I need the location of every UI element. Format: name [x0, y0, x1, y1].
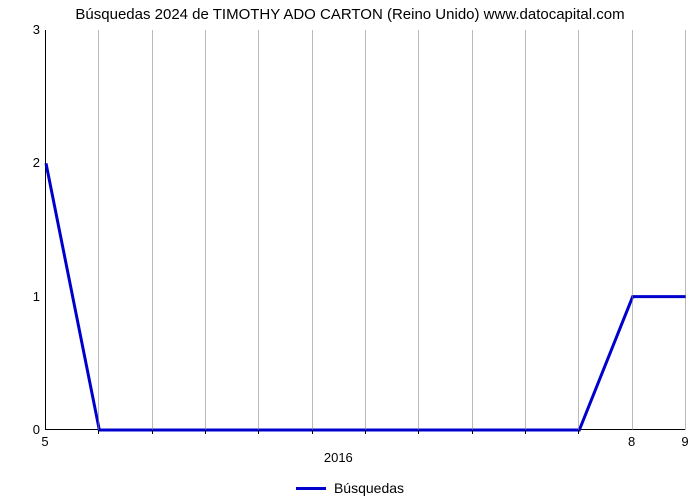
x-minor-tick	[98, 430, 99, 434]
gridline	[525, 30, 526, 430]
gridline	[418, 30, 419, 430]
y-tick-label: 1	[10, 289, 40, 304]
gridline	[365, 30, 366, 430]
gridline	[205, 30, 206, 430]
y-tick-label: 0	[10, 422, 40, 437]
gridline	[98, 30, 99, 430]
legend: Búsquedas	[0, 480, 700, 496]
x-minor-tick	[152, 430, 153, 434]
chart-title: Búsquedas 2024 de TIMOTHY ADO CARTON (Re…	[0, 6, 700, 23]
gridline	[472, 30, 473, 430]
x-minor-tick	[312, 430, 313, 434]
gridline	[632, 30, 633, 430]
x-tick-label: 5	[41, 434, 48, 449]
x-tick-label: 9	[681, 434, 688, 449]
y-tick-label: 3	[10, 22, 40, 37]
gridline	[578, 30, 579, 430]
x-minor-tick	[205, 430, 206, 434]
legend-line	[296, 487, 326, 490]
gridline	[685, 30, 686, 430]
legend-label: Búsquedas	[334, 480, 404, 496]
x-minor-tick	[525, 430, 526, 434]
x-group-label: 2016	[324, 450, 353, 465]
gridline	[152, 30, 153, 430]
series-line	[46, 163, 686, 430]
y-tick-label: 2	[10, 155, 40, 170]
x-minor-tick	[418, 430, 419, 434]
x-minor-tick	[258, 430, 259, 434]
gridline	[258, 30, 259, 430]
gridline	[312, 30, 313, 430]
x-minor-tick	[578, 430, 579, 434]
chart-container: Búsquedas 2024 de TIMOTHY ADO CARTON (Re…	[0, 0, 700, 500]
x-tick-label: 8	[628, 434, 635, 449]
line-chart-svg	[46, 30, 686, 430]
x-minor-tick	[472, 430, 473, 434]
x-minor-tick	[365, 430, 366, 434]
